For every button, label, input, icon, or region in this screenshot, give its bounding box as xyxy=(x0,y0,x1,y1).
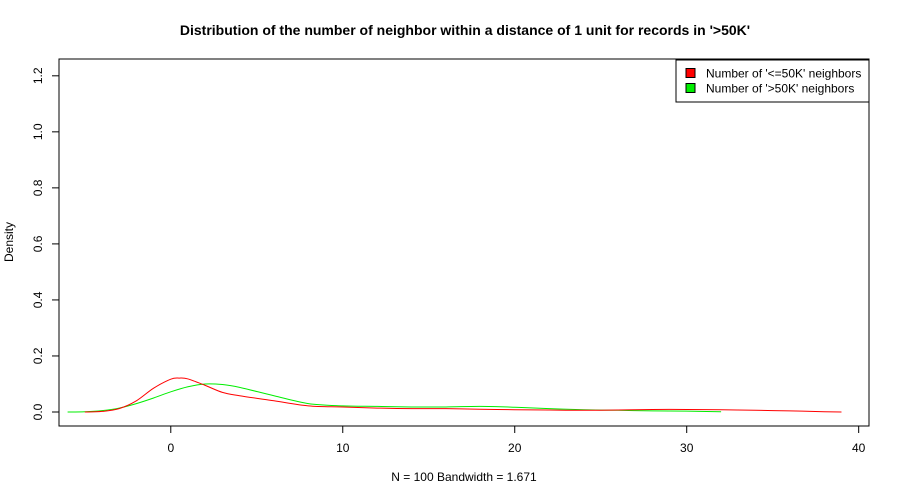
x-tick-label: 0 xyxy=(167,441,174,455)
legend-swatch xyxy=(685,68,696,78)
chart-title: Distribution of the number of neighbor w… xyxy=(180,22,750,38)
x-axis: 0 10 20 30 40 xyxy=(167,426,866,455)
y-tick-label: 0.2 xyxy=(31,347,45,364)
x-axis-label: N = 100 Bandwidth = 1.671 xyxy=(391,470,537,484)
x-tick-label: 40 xyxy=(852,441,866,455)
y-tick-label: 0.6 xyxy=(31,235,45,252)
y-axis: 0.0 0.2 0.4 0.6 0.8 1.0 1.2 xyxy=(31,67,59,420)
legend-label: Number of '<=50K' neighbors xyxy=(706,67,861,81)
y-tick-label: 0.0 xyxy=(31,403,45,420)
legend-box xyxy=(675,59,870,103)
x-tick-label: 30 xyxy=(680,441,694,455)
density-line-gt50k xyxy=(67,383,722,413)
density-line-le50k xyxy=(84,377,842,413)
y-tick-label: 1.0 xyxy=(31,123,45,140)
y-axis-label: Density xyxy=(2,222,16,262)
plot-frame xyxy=(58,58,870,427)
series-layer xyxy=(67,377,842,413)
legend-label: Number of '>50K' neighbors xyxy=(706,82,854,96)
y-tick-label: 1.2 xyxy=(31,67,45,84)
y-tick-label: 0.4 xyxy=(31,291,45,308)
x-tick-label: 10 xyxy=(336,441,350,455)
y-tick-label: 0.8 xyxy=(31,179,45,196)
x-tick-label: 20 xyxy=(508,441,522,455)
legend-swatch xyxy=(685,83,696,93)
